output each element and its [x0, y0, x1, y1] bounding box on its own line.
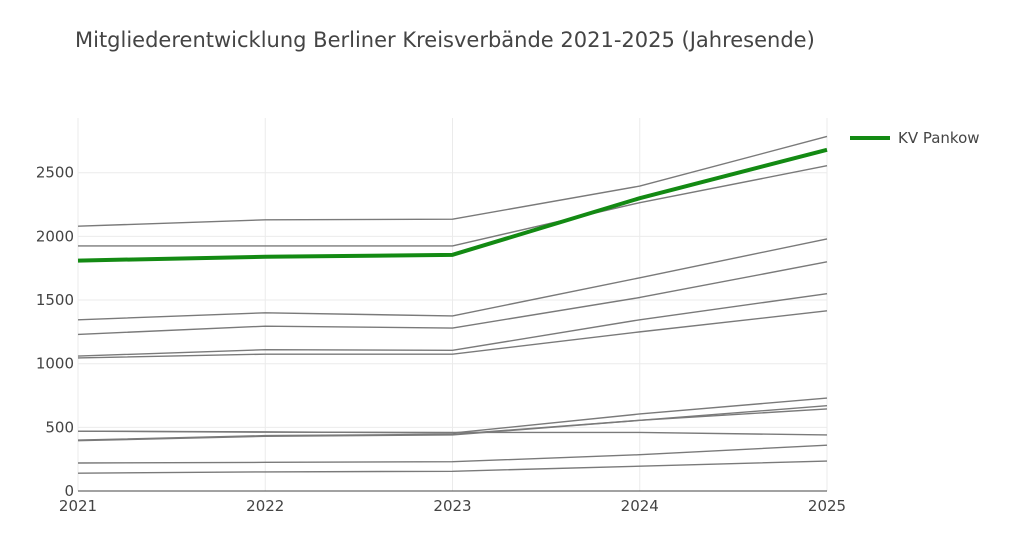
series-line: [77, 408, 828, 442]
legend-label: KV Pankow: [898, 129, 980, 147]
y-tick-label: 0: [64, 482, 74, 500]
y-tick-label: 500: [45, 418, 74, 436]
series-line: [77, 238, 828, 321]
series-line: [77, 430, 828, 436]
y-tick-label: 2500: [36, 164, 74, 182]
chart-title: Mitgliederentwicklung Berliner Kreisverb…: [75, 28, 815, 52]
y-tick-label: 1000: [36, 355, 74, 373]
x-tick-label: 2025: [808, 497, 846, 515]
series-line: [78, 165, 828, 247]
series-line: [77, 460, 828, 474]
x-tick-label: 2022: [246, 497, 284, 515]
series-line: [77, 261, 828, 336]
y-tick-label: 1500: [36, 291, 74, 309]
y-tick-label: 2000: [36, 227, 74, 245]
x-tick-label: 2021: [59, 497, 97, 515]
series-line: [77, 135, 828, 227]
x-tick-label: 2024: [621, 497, 659, 515]
series-line-kv-pankow: [77, 147, 828, 263]
series-line: [77, 444, 828, 464]
series-line: [77, 310, 828, 359]
series-line: [77, 292, 828, 357]
x-tick-label: 2023: [433, 497, 471, 515]
